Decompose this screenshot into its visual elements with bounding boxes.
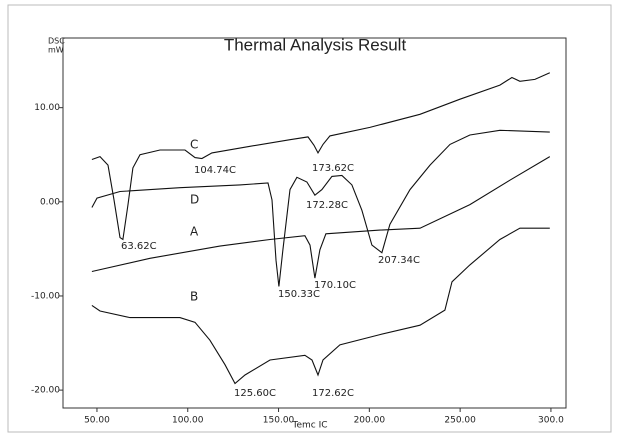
x-tick-label: 150.00: [263, 416, 295, 426]
x-tick-label: 300.0: [538, 416, 564, 426]
x-tick-label: 100.00: [172, 416, 204, 426]
y-axis-label: mW: [48, 46, 64, 55]
x-tick-label: 250.00: [444, 416, 476, 426]
annotation: 170.10C: [314, 280, 356, 291]
annotation: 173.62C: [312, 163, 354, 174]
y-tick-label: -20.00: [31, 386, 60, 396]
curve-label: A: [190, 225, 199, 239]
figure-frame: [7, 4, 612, 433]
curve: [91, 72, 551, 241]
annotation: 172.28C: [306, 200, 348, 211]
y-tick-label: 10.00: [34, 103, 60, 113]
annotation: 125.60C: [234, 388, 276, 399]
curve-label: C: [190, 138, 198, 152]
x-tick-label: 50.00: [84, 416, 110, 426]
annotation: 172.62C: [312, 388, 354, 399]
x-tick-label: 200.00: [354, 416, 386, 426]
curve-label: D: [190, 193, 199, 207]
x-axis-label: Temc IC: [291, 421, 327, 431]
annotation: 207.34C: [378, 255, 420, 266]
y-axis-label: DSC: [48, 37, 65, 46]
y-tick-label: -10.00: [31, 291, 60, 301]
annotation: 104.74C: [194, 165, 236, 176]
curve: [91, 129, 550, 287]
curve: [91, 156, 551, 279]
annotation: 63.62C: [121, 241, 157, 252]
y-tick-label: 0.00: [40, 197, 60, 207]
annotation: 150.33C: [278, 289, 320, 300]
plot-frame: [62, 37, 567, 409]
chart-title: Thermal Analysis Result: [224, 35, 407, 54]
curve-label: B: [190, 290, 198, 304]
curve: [91, 227, 550, 385]
